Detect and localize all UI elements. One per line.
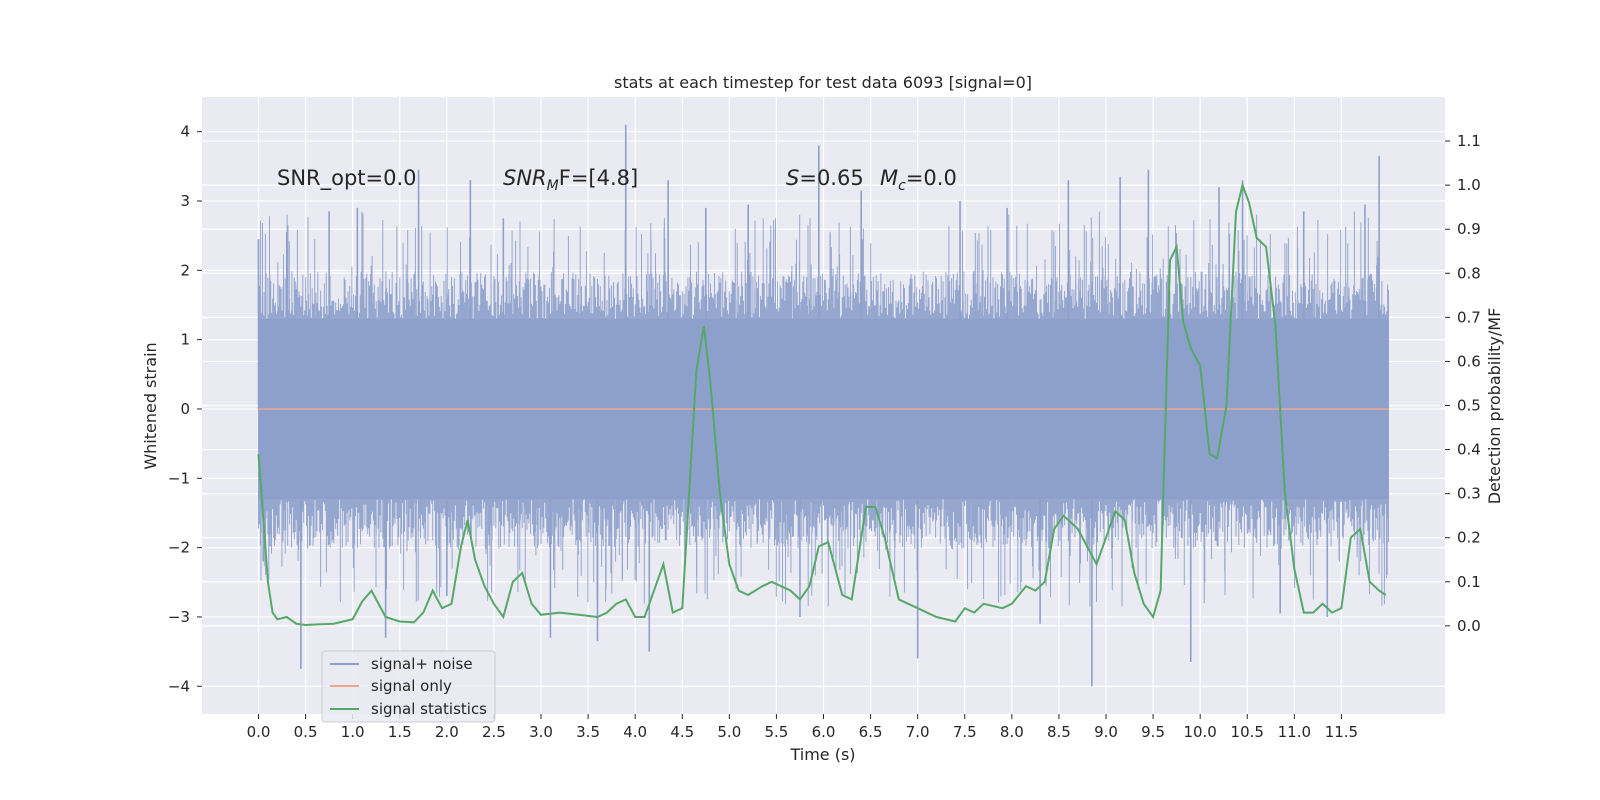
x-tick-label-3: 1.5: [388, 723, 412, 741]
x-tick-label-10: 5.0: [717, 723, 741, 741]
y2-tick-label-11: 1.1: [1457, 132, 1481, 150]
annotation-mc-value: =0.0: [906, 166, 957, 190]
signal-statistics-series: [257, 181, 1387, 627]
legend-label-signal-statistics: signal statistics: [371, 700, 487, 718]
y-tick-label-6: 2: [180, 261, 190, 279]
x-tick-label-4: 2.0: [435, 723, 459, 741]
x-tick-label-15: 7.5: [953, 723, 977, 741]
y2-tick-label-4: 0.4: [1457, 441, 1481, 459]
x-tick-label-19: 9.5: [1141, 723, 1165, 741]
x-tick-label-5: 2.5: [482, 723, 506, 741]
annotation-snr-opt: SNR_opt=0.0: [277, 166, 417, 191]
y2-tick-label-0: 0.0: [1457, 617, 1481, 635]
y2-tick-label-1: 0.1: [1457, 573, 1481, 591]
x-tick-label-9: 4.5: [670, 723, 694, 741]
x-tick-label-12: 6.0: [812, 723, 836, 741]
y-tick-label-0: −4: [168, 677, 190, 695]
y2-axis-ticks: 0.0 0.1 0.2 0.3 0.4 0.5 0.6 0.7 0.8 0.9 1.0 1.1: [1445, 132, 1481, 635]
x-tick-label-18: 9.0: [1094, 723, 1118, 741]
x-tick-label-22: 11.0: [1278, 723, 1311, 741]
annotation-s-value: =0.65: [799, 166, 863, 190]
legend: signal+ noise signal only signal statist…: [321, 650, 496, 723]
y-tick-label-7: 3: [180, 192, 190, 210]
x-tick-label-14: 7.0: [906, 723, 930, 741]
y-axis-ticks: −4 −3 −2 −1 0 1 2 3 4: [168, 123, 202, 695]
x-tick-label-0: 0.0: [247, 723, 271, 741]
annotation-s: S=0.65: [786, 166, 864, 190]
y-tick-label-8: 4: [180, 123, 190, 141]
x-tick-label-11: 5.5: [764, 723, 788, 741]
y-tick-label-1: −3: [168, 608, 190, 626]
annotation-mc: Mc=0.0: [880, 166, 957, 194]
y2-tick-label-8: 0.8: [1457, 264, 1481, 282]
y2-tick-label-9: 0.9: [1457, 220, 1481, 238]
x-tick-label-16: 8.0: [1000, 723, 1024, 741]
y-tick-label-5: 1: [180, 331, 190, 349]
y-tick-label-2: −2: [168, 539, 190, 557]
y-tick-label-4: 0: [180, 400, 190, 418]
y2-tick-label-10: 1.0: [1457, 176, 1481, 194]
annotation-snr-mf: SNRMF=[4.8]: [503, 166, 638, 194]
annotation-s-label: S: [786, 166, 799, 190]
legend-box: [321, 650, 496, 723]
x-tick-label-8: 4.0: [623, 723, 647, 741]
x-axis-label: Time (s): [789, 745, 855, 764]
x-tick-label-2: 1.0: [341, 723, 365, 741]
x-tick-label-17: 8.5: [1047, 723, 1071, 741]
y2-tick-label-5: 0.5: [1457, 397, 1481, 415]
y-tick-label-3: −1: [168, 469, 190, 487]
x-tick-label-7: 3.5: [576, 723, 600, 741]
x-tick-label-13: 6.5: [859, 723, 883, 741]
x-axis-ticks: 0.0 0.5 1.0 1.5 2.0 2.5 3.0 3.5 4.0 4.5 5.0 5.5 6.0 6…: [247, 714, 1358, 741]
y2-tick-label-3: 0.3: [1457, 485, 1481, 503]
annotation-mc-label: M: [880, 166, 898, 190]
legend-label-signal-only: signal only: [371, 677, 452, 695]
x-tick-label-23: 11.5: [1325, 723, 1358, 741]
annotation-snr-mf-rest: F=[4.8]: [559, 166, 638, 190]
y2-tick-label-7: 0.7: [1457, 308, 1481, 326]
chart-title: stats at each timestep for test data 609…: [614, 73, 1032, 92]
y-axis-label: Whitened strain: [141, 342, 160, 469]
y2-tick-label-6: 0.6: [1457, 352, 1481, 370]
x-tick-label-1: 0.5: [294, 723, 318, 741]
annotation-snr-mf-main: SNR: [503, 166, 547, 190]
x-tick-label-21: 10.5: [1231, 723, 1264, 741]
annotation-mc-sub: c: [898, 178, 906, 194]
y2-tick-label-2: 0.2: [1457, 529, 1481, 547]
x-tick-label-20: 10.0: [1183, 723, 1216, 741]
annotation-snr-mf-sub: M: [547, 178, 559, 194]
legend-label-signal-noise: signal+ noise: [371, 655, 473, 673]
y2-axis-label: Detection probability/MF: [1485, 308, 1504, 505]
x-tick-label-6: 3.0: [529, 723, 553, 741]
